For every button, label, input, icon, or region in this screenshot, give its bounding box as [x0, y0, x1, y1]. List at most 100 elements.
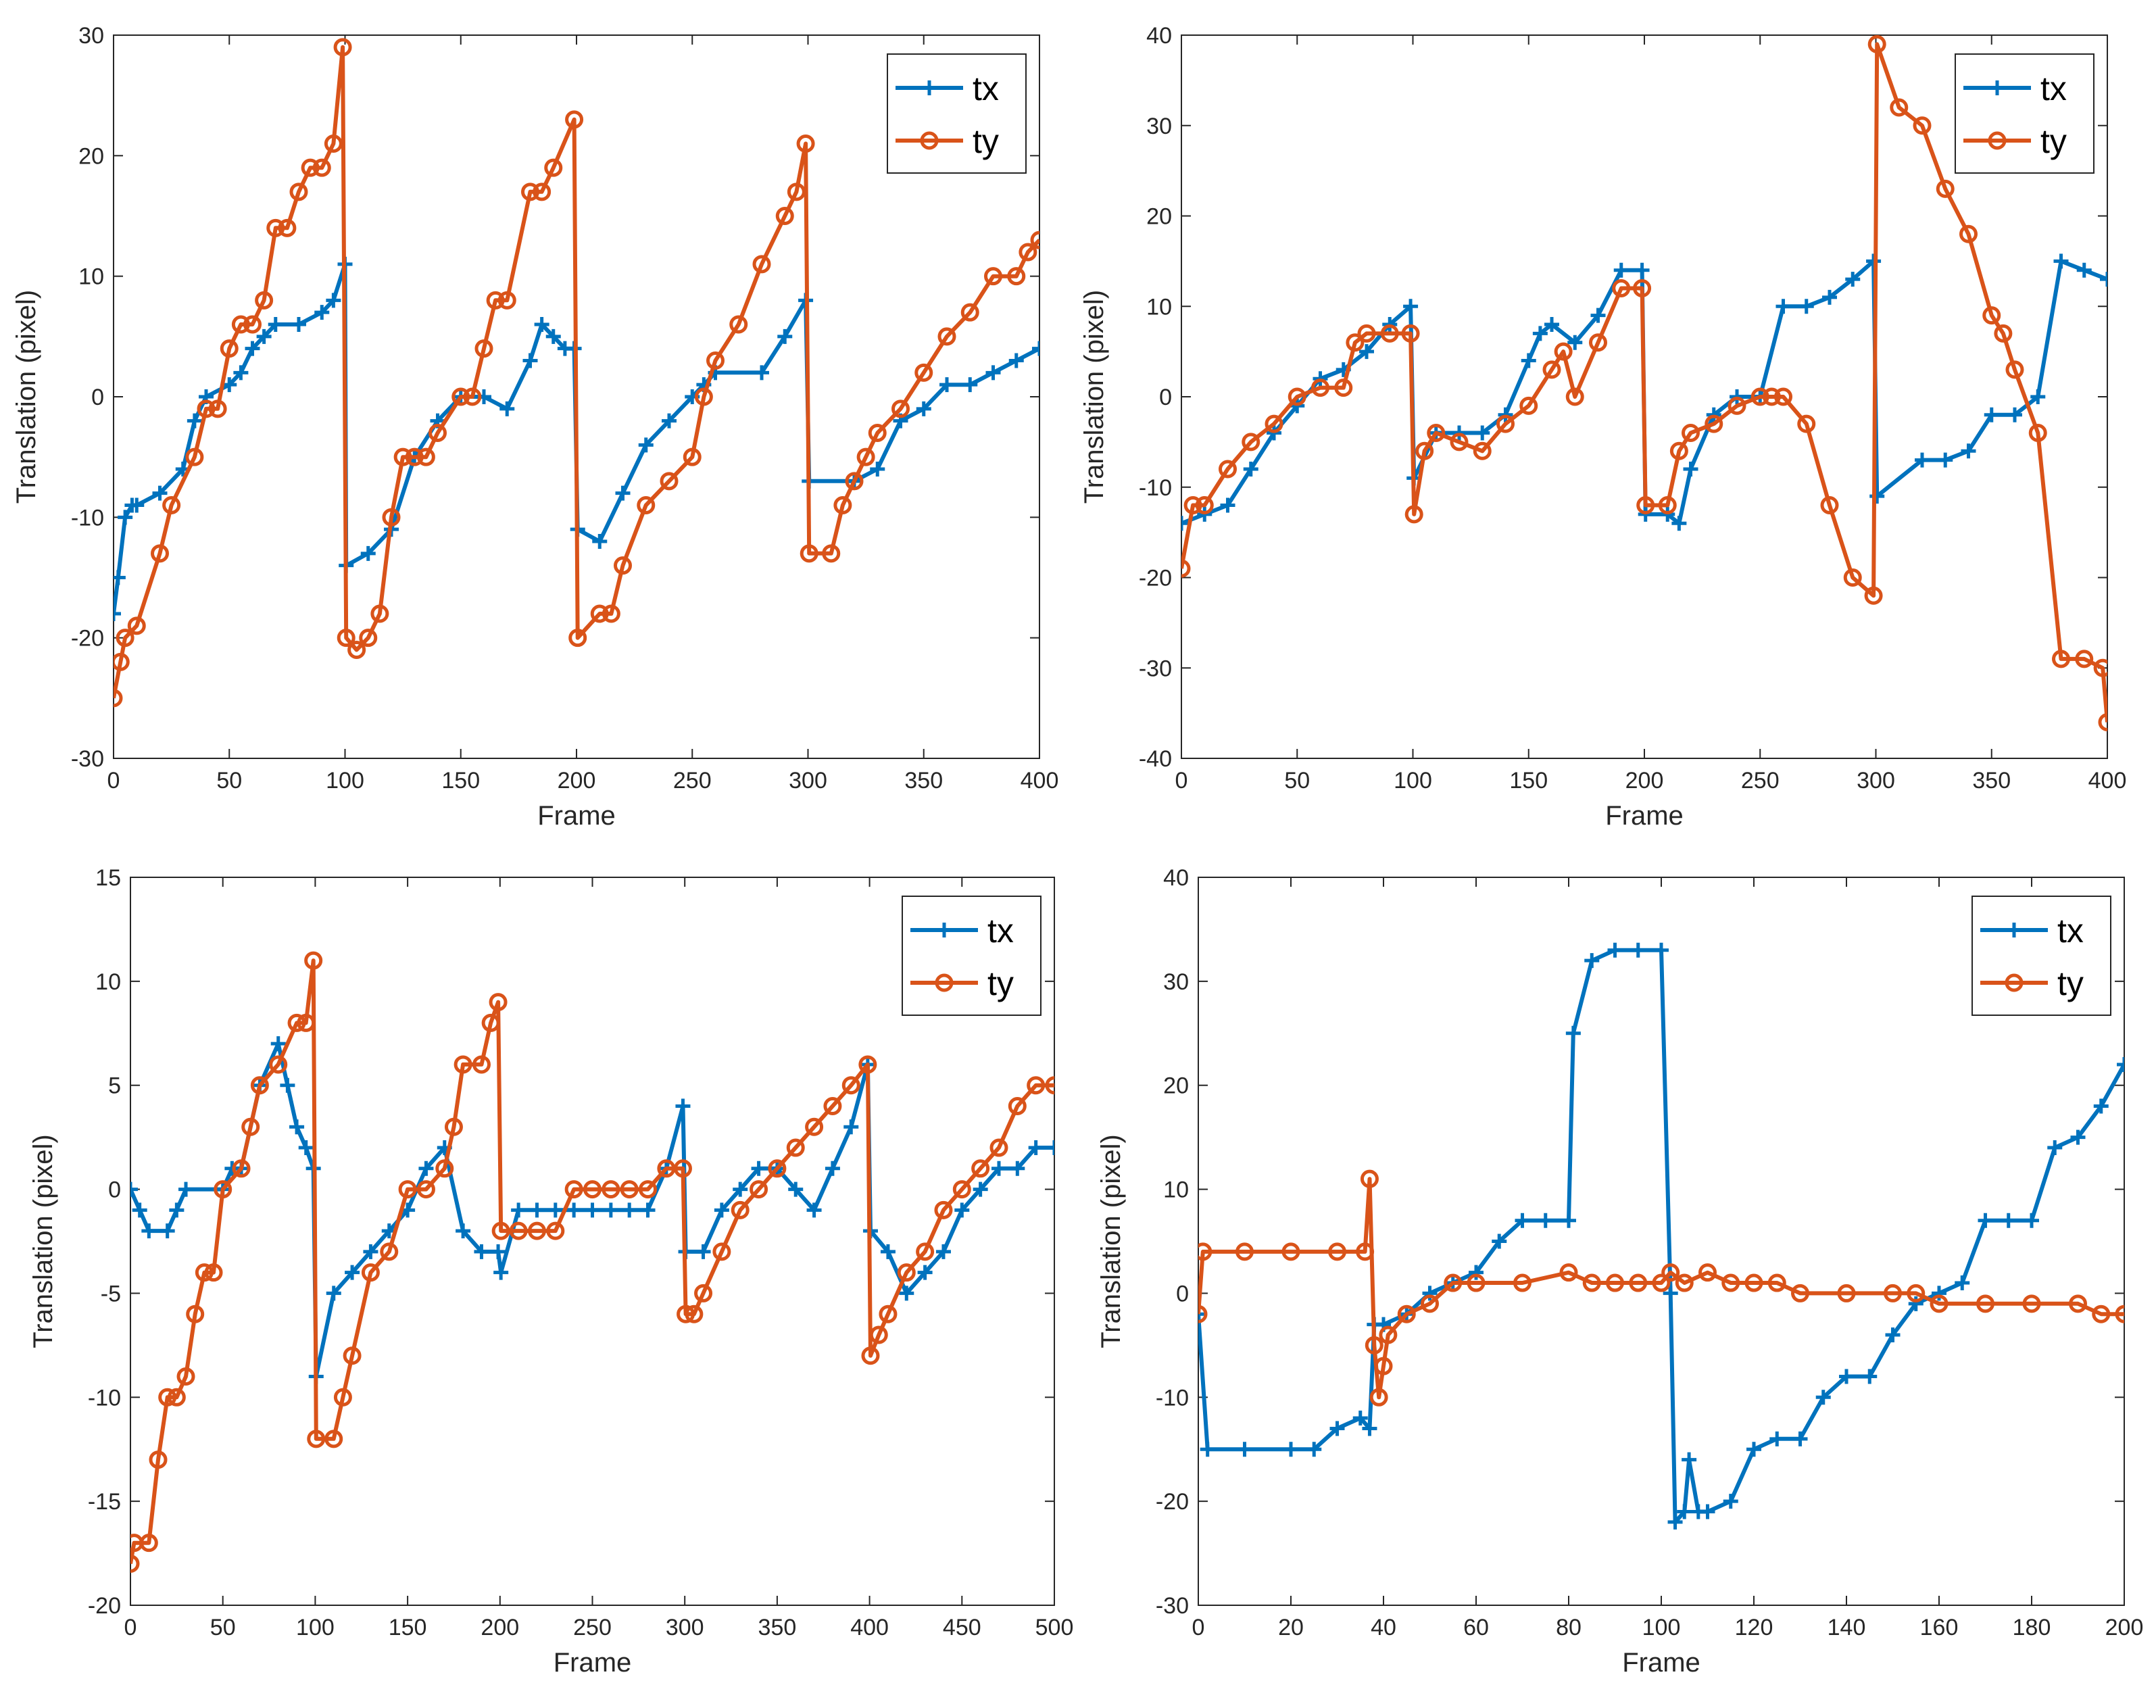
data-point-ty — [683, 447, 702, 466]
data-point-ty — [1559, 1263, 1578, 1282]
data-point-ty — [673, 1159, 692, 1178]
data-point-ty — [546, 1221, 565, 1240]
data-point-ty — [752, 255, 771, 274]
y-tick-label: -20 — [88, 1593, 121, 1619]
data-point-tx — [511, 1202, 526, 1218]
x-tick-label: 180 — [2013, 1615, 2051, 1640]
data-point-tx — [2117, 1056, 2124, 1072]
legend-marker-tx — [1990, 80, 2005, 95]
x-tick-label: 400 — [1021, 768, 1059, 794]
legend: tx ty — [1971, 896, 2111, 1016]
data-point-tx — [360, 545, 376, 561]
data-point-ty — [984, 267, 1002, 286]
legend-marker-ty — [2005, 973, 2024, 992]
data-point-ty — [677, 1304, 695, 1323]
data-point-ty — [1762, 387, 1781, 406]
data-point-tx — [991, 1161, 1006, 1176]
chart-panel-top-right: 0 50 100 150 200 250 300 350 400 -40 -30 -20 -10 0 10 2… — [1079, 23, 2126, 831]
data-point-ty — [2005, 360, 2024, 379]
y-tick-label: -20 — [1139, 566, 1172, 591]
data-point-tx — [2100, 272, 2107, 287]
data-point-tx — [233, 365, 249, 381]
data-point-tx — [615, 485, 631, 501]
x-tick-label: 350 — [1972, 768, 2011, 794]
y-tick-label: 10 — [78, 264, 104, 290]
legend-marker-ty — [920, 131, 939, 150]
data-point-ty — [1774, 387, 1792, 406]
data-point-tx — [456, 1223, 471, 1239]
x-axis-label: Frame — [537, 801, 616, 831]
data-point-tx — [326, 1286, 341, 1301]
data-point-tx — [1220, 497, 1235, 513]
data-point-ty — [195, 1263, 214, 1282]
data-point-tx — [675, 1098, 691, 1114]
data-point-ty — [1565, 387, 1584, 406]
y-tick-label: -30 — [1139, 656, 1172, 681]
chart-panel-bottom-right: 0 20 40 60 80 100 120 140 160 180 200 -30 -20 -10 0 10 2… — [1096, 865, 2143, 1678]
data-point-ty — [934, 1200, 953, 1219]
data-point-ty — [1008, 1096, 1027, 1115]
data-point-tx — [1775, 299, 1791, 314]
data-point-ty — [1976, 1294, 1994, 1313]
data-point-ty — [1907, 1284, 1926, 1302]
data-point-tx — [256, 328, 272, 344]
data-point-tx — [152, 485, 168, 501]
data-point-ty — [639, 1180, 658, 1199]
data-point-ty — [1890, 98, 1909, 117]
data-point-ty — [301, 158, 320, 177]
legend-label-ty: ty — [2040, 122, 2067, 160]
data-point-tx — [751, 1161, 766, 1176]
series-line-ty — [1198, 1177, 2124, 1400]
data-point-ty — [2115, 1304, 2124, 1323]
data-point-ty — [568, 629, 587, 648]
data-point-ty — [1750, 387, 1769, 406]
data-point-ty — [197, 399, 216, 418]
data-point-tx — [733, 1181, 748, 1197]
data-point-tx — [973, 1181, 988, 1197]
data-point-ty — [474, 339, 493, 358]
data-point-ty — [1027, 1076, 1046, 1095]
data-point-tx — [118, 510, 133, 525]
data-point-tx — [2053, 253, 2069, 269]
data-point-tx — [1798, 299, 1814, 314]
legend: tx ty — [902, 896, 1042, 1016]
data-point-tx — [1984, 407, 1999, 422]
data-point-ty — [731, 1200, 750, 1219]
data-point-tx — [1565, 1025, 1581, 1041]
data-point-ty — [454, 1055, 472, 1074]
series-group — [1198, 942, 2124, 1530]
legend-marker-ty — [1988, 131, 2007, 150]
y-tick-label: 30 — [78, 23, 104, 49]
y-tick-label: 5 — [108, 1073, 121, 1099]
data-point-tx — [1723, 1494, 1738, 1509]
data-point-tx — [1845, 272, 1861, 287]
data-point-tx — [1544, 317, 1559, 332]
y-tick-label: -10 — [1156, 1385, 1189, 1411]
data-point-ty — [297, 1013, 316, 1032]
legend-label-ty: ty — [987, 965, 1014, 1002]
data-point-ty — [232, 1159, 251, 1178]
y-axis-label: Translation (pixel) — [1079, 290, 1109, 504]
y-tick-label: 10 — [1146, 294, 1172, 320]
data-point-ty — [564, 1180, 583, 1199]
x-tick-label: 0 — [1175, 768, 1188, 794]
data-point-ty — [1311, 379, 1329, 397]
legend-box — [902, 896, 1042, 1016]
data-point-tx — [547, 1202, 563, 1218]
data-point-tx — [1028, 1140, 1044, 1156]
data-point-tx — [1567, 335, 1583, 350]
data-point-ty — [706, 351, 725, 370]
data-point-tx — [1869, 489, 1885, 504]
data-point-ty — [451, 387, 470, 406]
data-point-ty — [1242, 433, 1260, 452]
data-point-ty — [435, 1159, 454, 1178]
series-line-tx — [114, 262, 1039, 614]
data-point-tx — [1422, 1286, 1438, 1301]
data-point-ty — [1930, 1294, 1949, 1313]
data-point-tx — [1683, 462, 1698, 477]
x-tick-label: 350 — [758, 1615, 797, 1640]
data-point-tx — [1515, 1213, 1530, 1228]
data-point-ty — [1379, 1325, 1398, 1344]
data-point-ty — [750, 1180, 768, 1199]
